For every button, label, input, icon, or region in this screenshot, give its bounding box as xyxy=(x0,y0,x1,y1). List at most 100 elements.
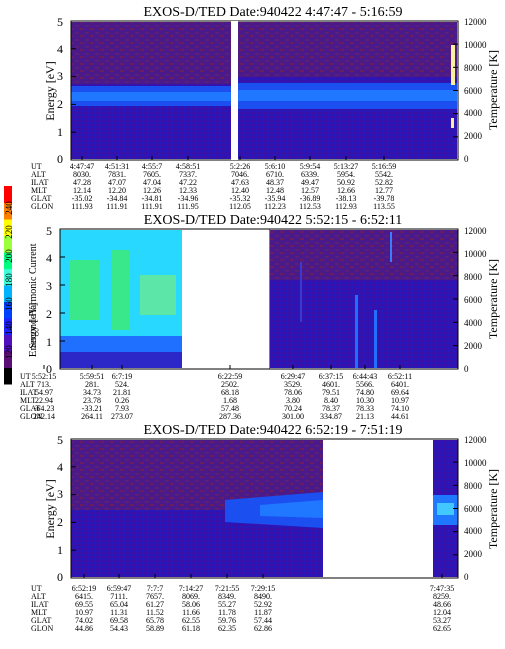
panel-2-eph-value: 7.93 xyxy=(115,404,129,413)
panel-2-eph-value: 6:37:15 xyxy=(319,372,343,381)
panel-2-eph-value: -64.23 xyxy=(34,404,55,413)
panel-1-eph-value: 111.95 xyxy=(177,202,198,211)
panel-2-eph-label: ALT xyxy=(20,380,35,389)
panel-1-eph-value: -35.94 xyxy=(265,194,286,203)
panel-2-ylabel: Energy [eV] xyxy=(27,303,39,357)
panel-2-eph-value: 68.18 xyxy=(221,388,239,397)
panel-2-eph-value: 1.68 xyxy=(223,396,237,405)
panel-3-eph-value: 44.86 xyxy=(75,624,93,633)
panel-2-eph-value: 6:22:59 xyxy=(218,372,242,381)
panel-1-segment-b-upper xyxy=(238,22,457,77)
panel-3-gap xyxy=(324,440,432,577)
panel-2-ytick: 3 xyxy=(46,279,52,293)
panel-2-eph-value: 74.10 xyxy=(391,404,409,413)
panel-2-eph-value: 10.30 xyxy=(356,396,374,405)
panel-1-ytick2: 4000 xyxy=(464,108,483,118)
panel-1: EXOS-D/TED Date:940422 4:47:47 - 5:16:59… xyxy=(31,5,500,211)
panel-1-eph-value: 113.55 xyxy=(373,202,395,211)
panel-3-ytick2: 10000 xyxy=(464,458,487,468)
panel-2-eph-value: 6:29:47 xyxy=(281,372,305,381)
panel-3-eph-value: 6:52:19 xyxy=(72,584,96,593)
panel-2-eph-value: 5:52:15 xyxy=(32,372,56,381)
panel-2-ytick2: 2000 xyxy=(464,341,483,351)
panel-2-title: EXOS-D/TED Date:940422 5:52:15 - 6:52:11 xyxy=(144,213,402,228)
panel-2-eph-value: 21.81 xyxy=(113,388,131,397)
panel-2-eph-value: 69.64 xyxy=(391,388,409,397)
panel-2-eph-value: 242.14 xyxy=(33,412,55,421)
panel-3-spectrogram xyxy=(71,440,458,577)
panel-3-eph-value: 74.02 xyxy=(75,616,93,625)
panel-2-eph-value: 301.00 xyxy=(282,412,304,421)
panel-3-yaxis-right: 0 2000 4000 6000 8000 10000 12000 Temper… xyxy=(464,435,500,582)
panel-3-eph-value: 69.58 xyxy=(110,616,128,625)
panel-2-eph-value: 78.37 xyxy=(322,404,340,413)
panel-2-ytick2: 6000 xyxy=(464,295,483,305)
panel-1-eph-label: MLT xyxy=(31,186,47,195)
panel-2-eph-value: 6:7:19 xyxy=(112,372,132,381)
panel-3-eph-value: 11.78 xyxy=(218,608,236,617)
panel-1-eph-value: 7046. xyxy=(231,170,249,179)
panel-2-ytick: 2 xyxy=(46,307,52,321)
panel-1-eph-value: 5:13:27 xyxy=(334,162,358,171)
panel-3-eph-label: GLAT xyxy=(31,616,52,625)
panel-1-yaxis-right: 0 2000 4000 6000 8000 10000 12000 Temper… xyxy=(464,17,500,164)
panel-1-eph-value: -36.89 xyxy=(300,194,321,203)
panel-3-ytick: 1 xyxy=(57,543,63,557)
panel-2-ytick2: 0 xyxy=(464,364,469,374)
panel-2-eph-value: 3.80 xyxy=(286,396,300,405)
panel-1-eph-value: 111.93 xyxy=(71,202,92,211)
panel-3-ytick2: 6000 xyxy=(464,504,483,514)
panel-3-eph-value: 57.44 xyxy=(254,616,272,625)
panel-2-eph-value: 6401. xyxy=(391,380,409,389)
panel-1-eph-value: -34.96 xyxy=(178,194,199,203)
panel-2-spectrogram xyxy=(60,230,458,368)
panel-2-block-a-hot xyxy=(112,250,130,330)
panel-1-ytick2: 8000 xyxy=(464,63,483,73)
panel-3-yaxis-left: 0 1 2 3 4 5 Energy [eV] xyxy=(43,433,63,584)
panel-2-eph-value: 79.51 xyxy=(322,388,340,397)
panel-3-ylabel: Energy [eV] xyxy=(43,479,57,538)
panel-3-eph-value: 53.27 xyxy=(433,616,451,625)
panel-2-ytick: 0 xyxy=(46,362,52,376)
panel-1-eph-value: 12.66 xyxy=(337,186,355,195)
panel-3-eph-value: 54.43 xyxy=(110,624,128,633)
panel-3-ytick2: 2000 xyxy=(464,549,483,559)
panel-1-eph-label: GLON xyxy=(31,202,53,211)
panel-2-eph-value: 78.06 xyxy=(284,388,302,397)
panel-1-ytick: 2 xyxy=(57,97,63,111)
panel-1-eph-value: 50.92 xyxy=(337,178,355,187)
panel-1-eph-value: 5542. xyxy=(375,170,393,179)
panel-2-eph-label: UT xyxy=(20,372,31,381)
panel-3-ephemeris: UT ALT ILAT MLT GLAT GLON xyxy=(31,584,53,633)
panel-1-segment-a-core xyxy=(71,92,231,101)
panel-2-eph-value: -33.21 xyxy=(82,404,103,413)
panel-2-ytick2: 8000 xyxy=(464,272,483,282)
panel-1-eph-value: 47.63 xyxy=(231,178,249,187)
panel-3-eph-value: 59.76 xyxy=(218,616,236,625)
panel-1-eph-value: -38.13 xyxy=(336,194,357,203)
panel-2: EXOS-D/TED Date:940422 5:52:15 - 6:52:11… xyxy=(20,213,500,421)
panel-3-eph-value: 8349. xyxy=(218,592,236,601)
panel-1-title: EXOS-D/TED Date:940422 4:47:47 - 5:16:59 xyxy=(144,5,403,20)
panel-2-ylabel2: Temperature [K] xyxy=(486,259,500,339)
colorbar-tick: 180 xyxy=(4,273,14,287)
panel-1-eph-value: 6339. xyxy=(301,170,319,179)
panel-3-eph-value: 69.55 xyxy=(75,600,93,609)
panel-3-eph-value: 6415. xyxy=(75,592,93,601)
panel-3-eph-label: MLT xyxy=(31,608,47,617)
panel-2-eph-value: 287.36 xyxy=(219,412,241,421)
panel-2-spike xyxy=(355,295,358,368)
panel-3-eph-value: 7111. xyxy=(110,592,127,601)
panel-3-ytick2: 8000 xyxy=(464,481,483,491)
panel-2-eph-value: 713. xyxy=(37,380,51,389)
panel-3-eph-value: 61.27 xyxy=(146,600,164,609)
panel-1-eph-value: 12.40 xyxy=(231,186,249,195)
panel-1-ytick: 4 xyxy=(57,42,63,56)
panel-3-eph-value: 62.86 xyxy=(254,624,272,633)
panel-2-eph-value: 21.13 xyxy=(356,412,374,421)
panel-1-eph-label: ALT xyxy=(31,170,46,179)
panel-2-eph-value: 0.26 xyxy=(115,396,129,405)
panel-1-eph-value: 48.37 xyxy=(266,178,284,187)
colorbar-swatch xyxy=(4,219,12,236)
panel-1-eph-value: 47.07 xyxy=(108,178,126,187)
